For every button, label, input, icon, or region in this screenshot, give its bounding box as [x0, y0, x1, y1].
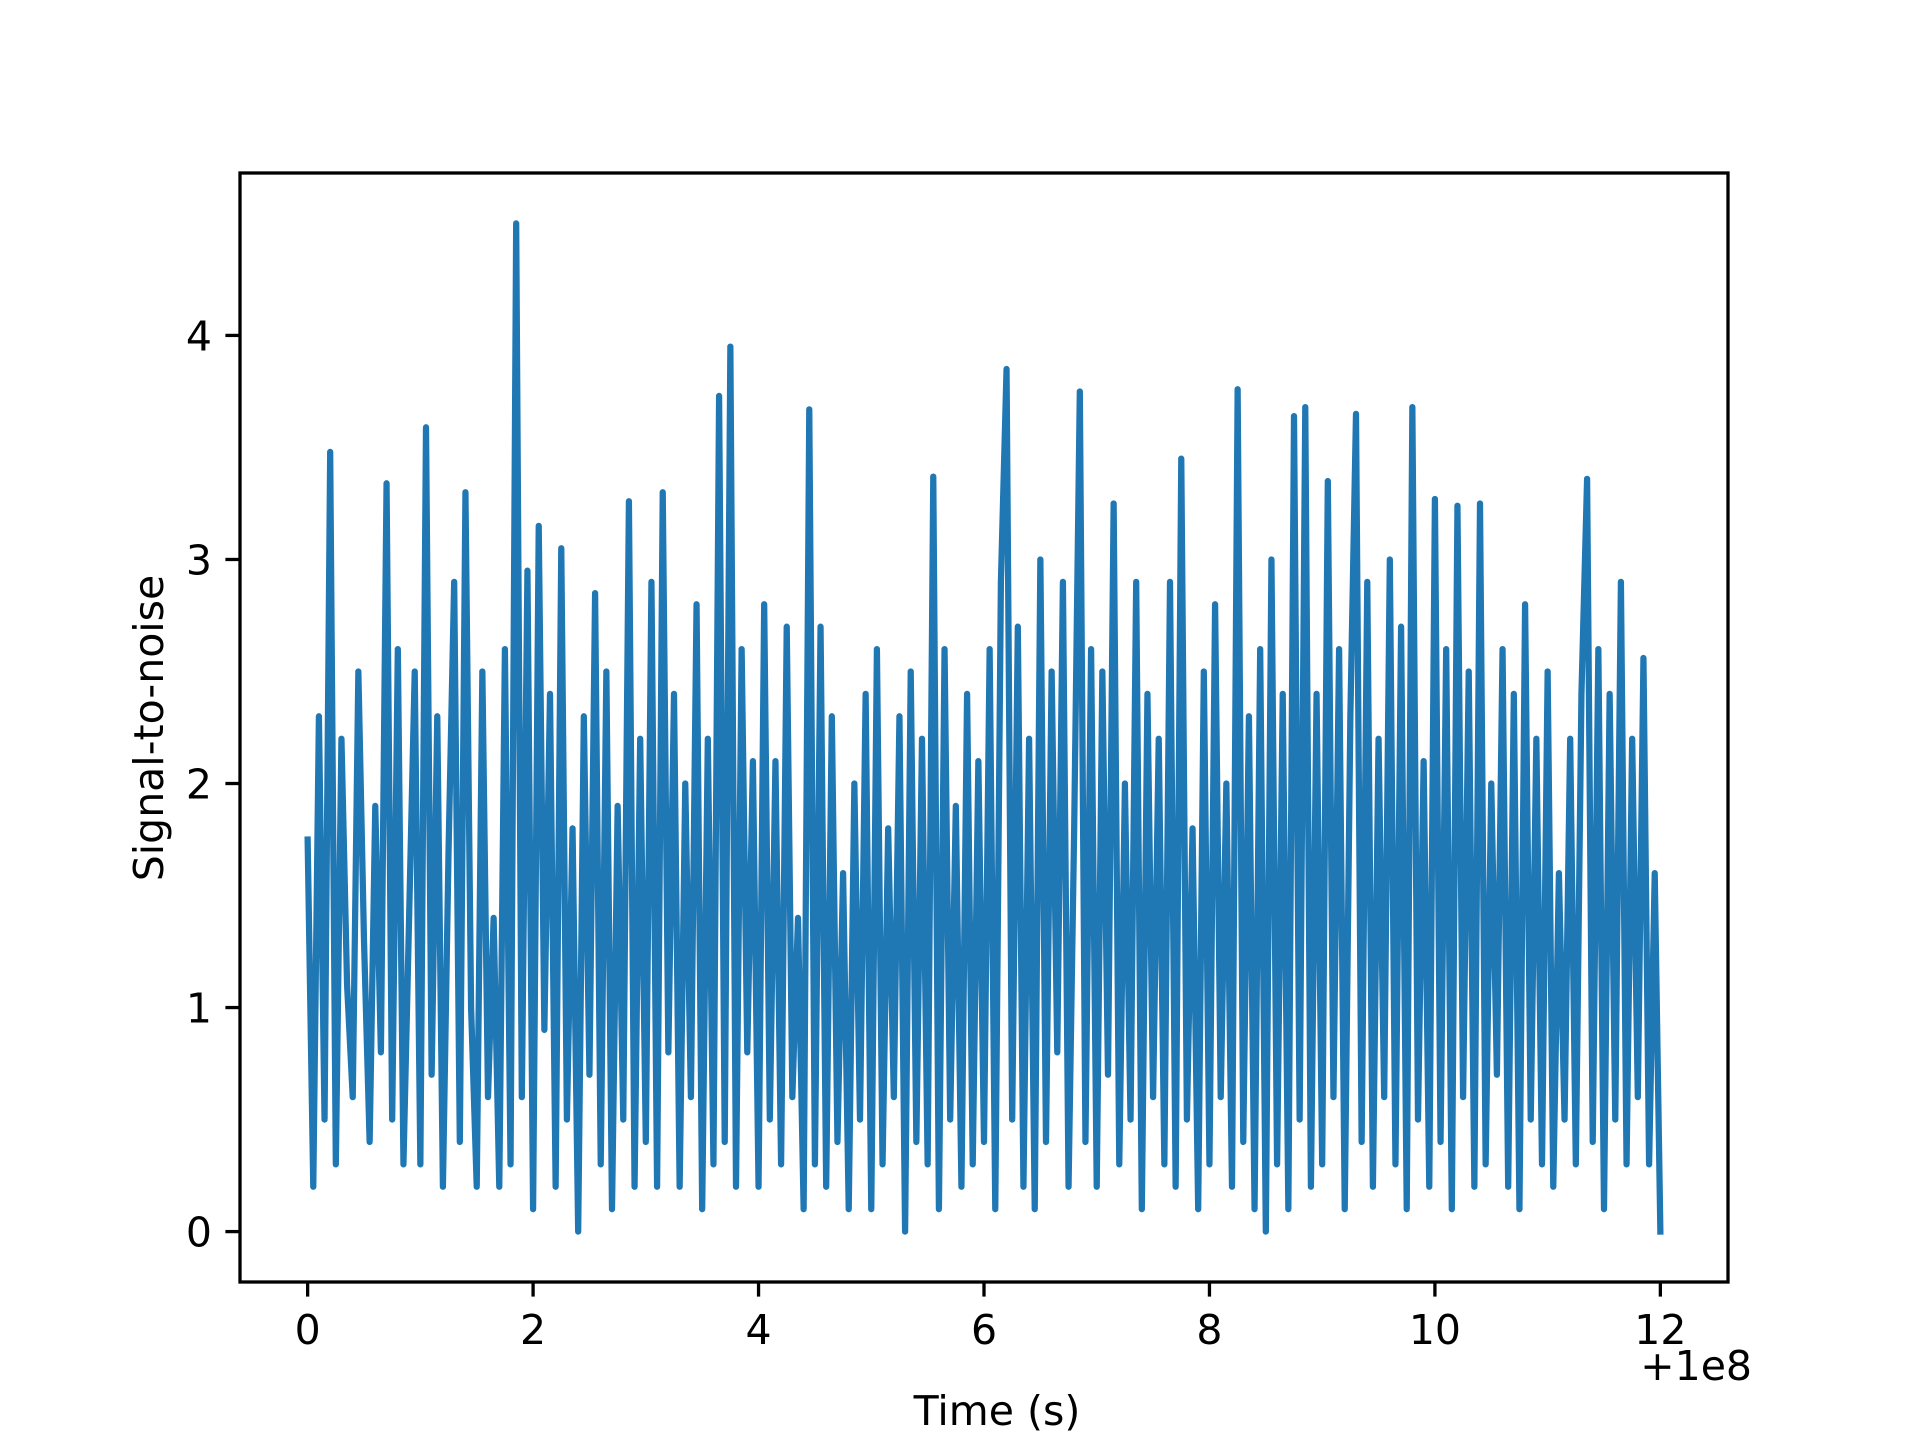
x-tick-label: 2	[520, 1306, 546, 1354]
x-tick-label: 8	[1196, 1306, 1222, 1354]
y-axis-label: Signal-to-noise	[125, 575, 173, 882]
data-line	[304, 220, 1664, 1235]
x-tick-label: 10	[1409, 1306, 1461, 1354]
y-tick-label: 4	[186, 312, 212, 360]
y-tick-label: 1	[186, 985, 212, 1033]
x-tick-label: 0	[295, 1306, 321, 1354]
x-axis-label: Time (s)	[913, 1387, 1081, 1435]
y-tick-label: 2	[186, 761, 212, 809]
x-tick-label: 4	[745, 1306, 771, 1354]
y-tick-label: 3	[186, 536, 212, 584]
x-tick-label: 6	[971, 1306, 997, 1354]
x-tick-label: 12	[1634, 1306, 1686, 1354]
axis-offset-text: +1e8	[1640, 1342, 1752, 1390]
y-tick-label: 0	[186, 1209, 212, 1257]
